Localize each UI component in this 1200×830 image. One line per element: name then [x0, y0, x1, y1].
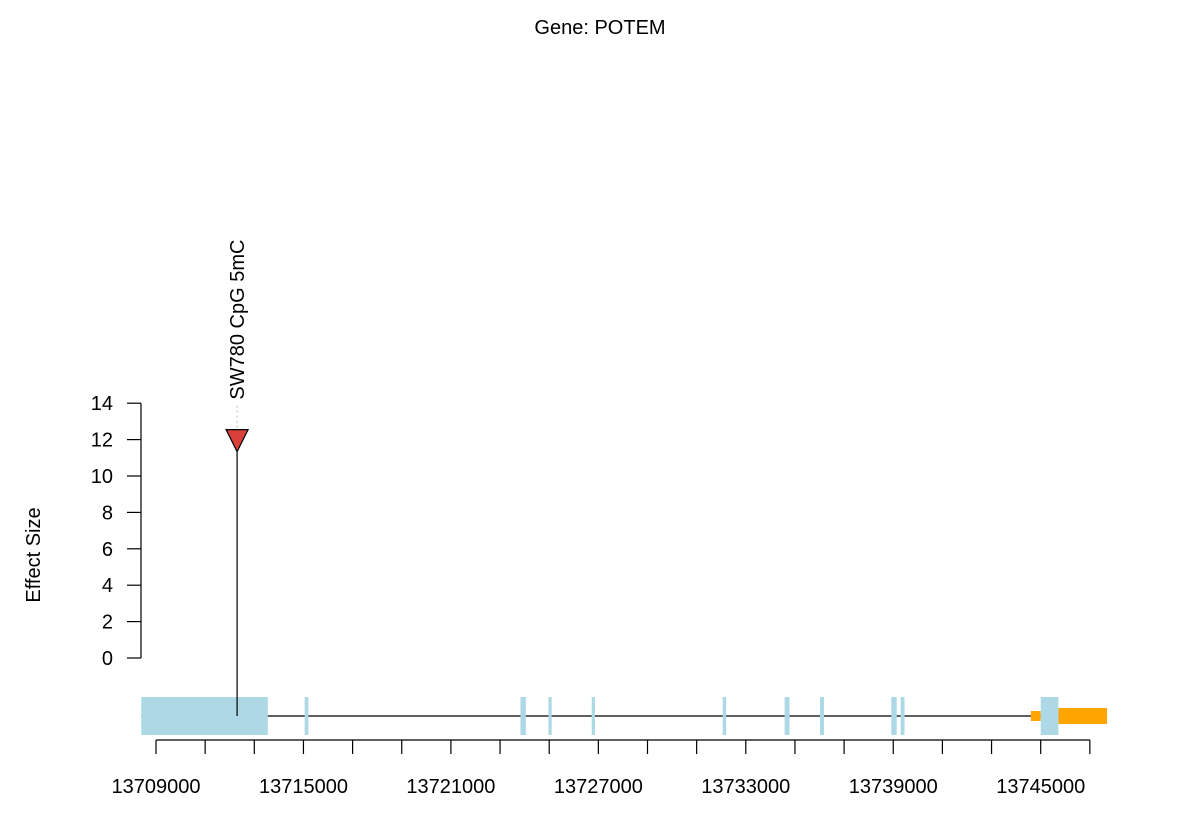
exon: [141, 697, 268, 735]
gene-track: [141, 697, 1108, 735]
x-tick-label: 13745000: [996, 776, 1085, 798]
x-tick-label: 13709000: [112, 776, 201, 798]
x-tick-label: 13733000: [701, 776, 790, 798]
point-label: SW780 CpG 5mC: [227, 240, 249, 400]
y-tick-label: 10: [91, 466, 113, 488]
lollipop-markers: SW780 CpG 5mC: [225, 240, 250, 716]
x-axis: 13709000 13715000 13721000 13727000 13733000…: [112, 739, 1091, 798]
exon: [891, 697, 897, 735]
y-axis-label: Effect Size: [23, 507, 45, 602]
lollipop-marker: [225, 429, 250, 453]
orange-feature: [1030, 711, 1041, 721]
x-tick-label: 13715000: [259, 776, 348, 798]
exon: [548, 697, 552, 735]
exon: [722, 697, 727, 735]
exon: [784, 697, 790, 735]
x-tick-label: 13721000: [406, 776, 495, 798]
y-tick-label: 6: [102, 539, 113, 561]
y-tick-label: 8: [102, 502, 113, 524]
exon: [1040, 697, 1059, 735]
exon: [304, 697, 309, 735]
orange-feature: [1058, 708, 1108, 724]
exon: [520, 697, 526, 735]
x-tick-label: 13739000: [849, 776, 938, 798]
exon: [820, 697, 824, 735]
y-tick-label: 2: [102, 612, 113, 634]
y-tick-label: 12: [91, 430, 113, 452]
y-axis: 0 2 4 6 8 10 12 14: [91, 393, 142, 670]
y-tick-label: 4: [102, 575, 113, 597]
exon: [591, 697, 595, 735]
x-tick-label: 13727000: [554, 776, 643, 798]
y-tick-label: 0: [102, 648, 113, 670]
exon: [900, 697, 905, 735]
y-tick-label: 14: [91, 393, 113, 415]
chart-title: Gene: POTEM: [534, 17, 665, 39]
